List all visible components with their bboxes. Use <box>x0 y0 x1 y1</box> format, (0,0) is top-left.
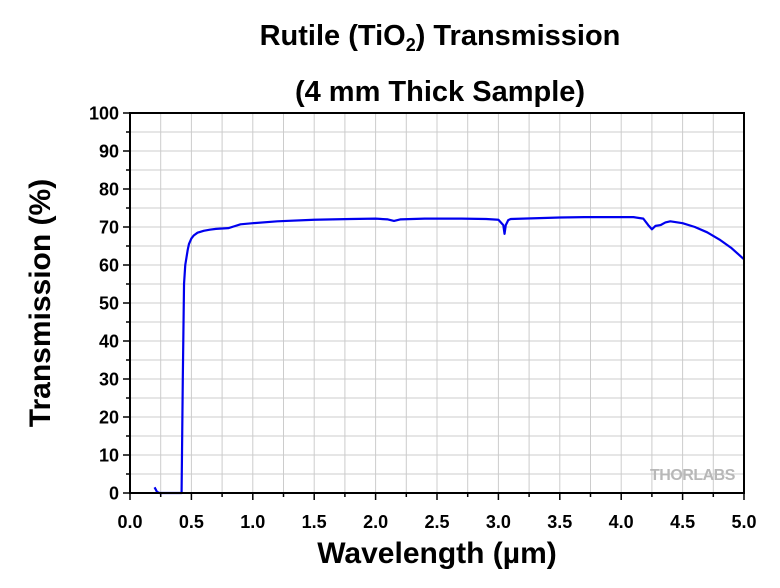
x-axis-title: Wavelength (µm) <box>317 537 557 570</box>
chart-subtitle: (4 mm Thick Sample) <box>294 76 586 108</box>
x-tick-label: 2.0 <box>363 512 388 532</box>
chart-title-suffix: ) Transmission <box>415 20 621 52</box>
x-tick-label: 1.5 <box>302 512 327 532</box>
y-axis-title: Transmission (%) <box>24 179 57 427</box>
x-tick-label: 3.0 <box>486 512 511 532</box>
y-tick-label: 20 <box>99 408 119 428</box>
y-tick-label: 10 <box>99 446 119 466</box>
y-tick-label: 0 <box>109 484 119 504</box>
x-tick-label: 5.0 <box>731 512 756 532</box>
y-tick-label: 70 <box>99 218 119 238</box>
y-tick-label: 80 <box>99 180 119 200</box>
y-tick-label: 100 <box>89 104 119 124</box>
x-tick-label: 3.5 <box>547 512 572 532</box>
chart-title: Rutile (TiO2) Transmission <box>130 20 750 55</box>
y-tick-label: 50 <box>99 294 119 314</box>
y-tick-label: 30 <box>99 370 119 390</box>
plot-frame <box>129 112 745 494</box>
x-tick-labels: 0.0 0.5 1.0 1.5 2.0 2.5 3.0 3.5 4.0 4.5 5.0 <box>117 512 756 532</box>
y-tick-label: 90 <box>99 142 119 162</box>
y-tick-label: 40 <box>99 332 119 352</box>
y-tick-labels: 0 10 20 30 40 50 60 70 80 90 100 <box>89 104 119 504</box>
x-tick-label: 4.5 <box>670 512 695 532</box>
axis-ticks <box>123 112 745 500</box>
x-tick-label: 0.0 <box>117 512 142 532</box>
thorlabs-watermark: THORLABS <box>650 467 736 484</box>
x-tick-label: 4.0 <box>609 512 634 532</box>
x-tick-label: 1.0 <box>240 512 265 532</box>
chart-title-subscript: 2 <box>405 35 416 55</box>
x-tick-label: 0.5 <box>179 512 204 532</box>
transmission-line <box>153 216 745 495</box>
x-tick-label: 2.5 <box>424 512 449 532</box>
chart-title-prefix: Rutile (TiO <box>259 20 406 52</box>
grid <box>130 113 744 493</box>
y-tick-label: 60 <box>99 256 119 276</box>
series <box>153 216 745 495</box>
